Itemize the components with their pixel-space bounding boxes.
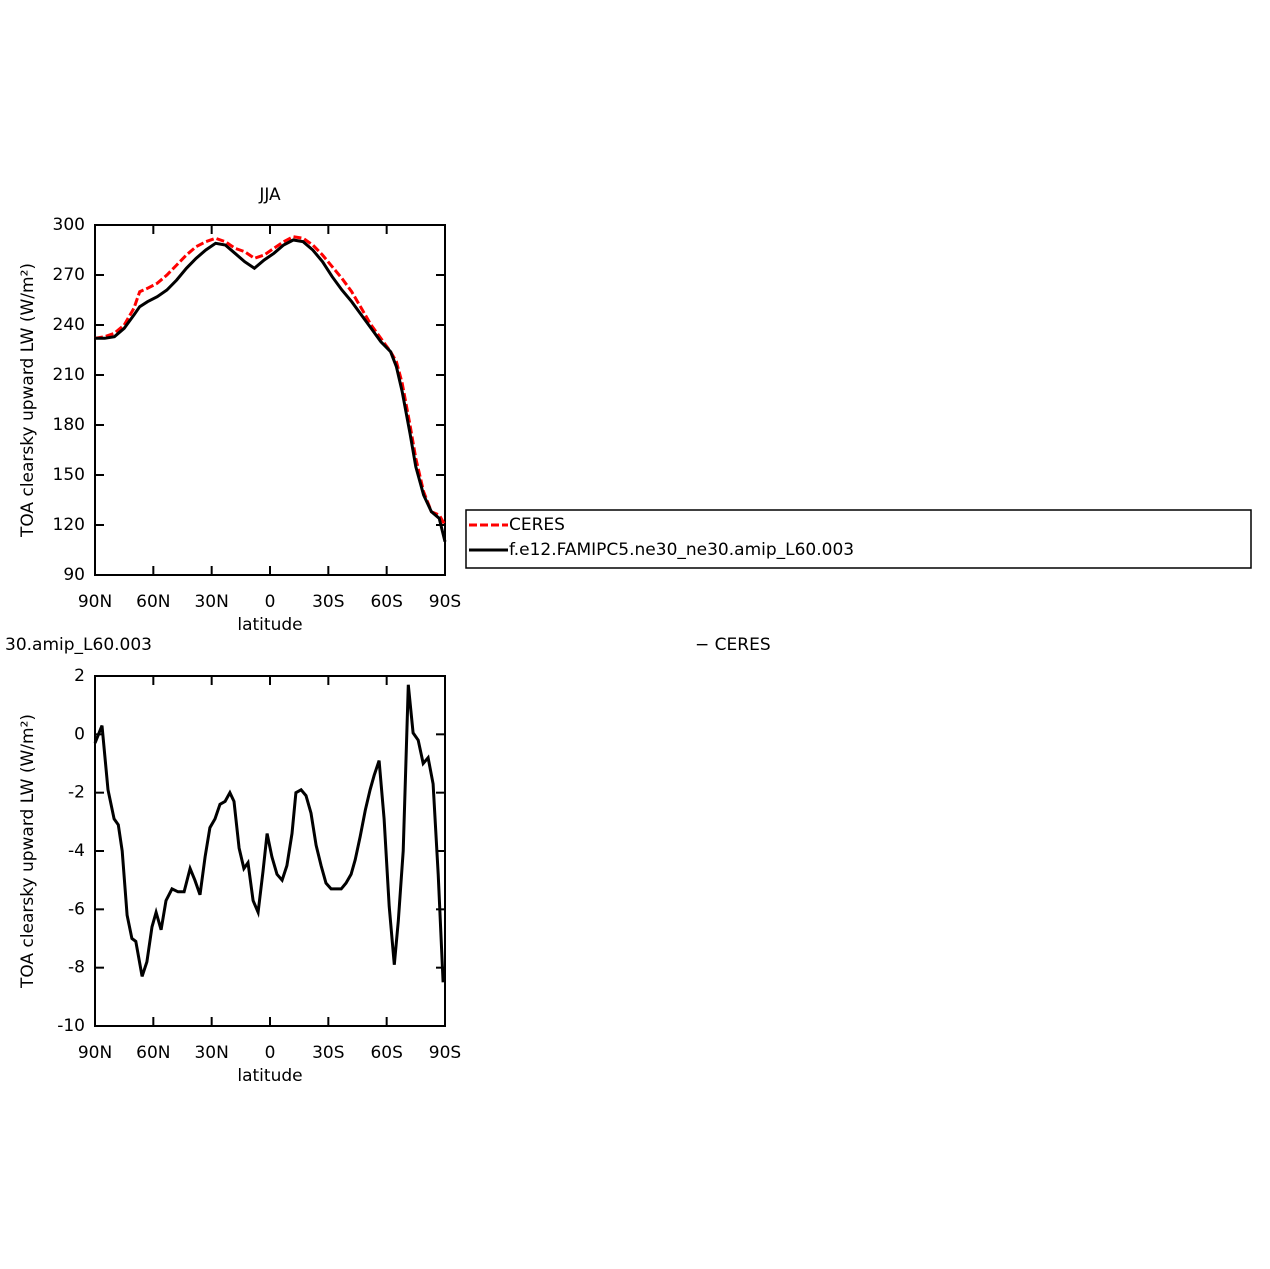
y-axis-label: TOA clearsky upward LW (W/m²) xyxy=(18,263,38,538)
x-tick-label: 60N xyxy=(136,1043,170,1063)
series-line xyxy=(94,235,447,526)
y-tick-label: 2 xyxy=(74,666,85,686)
y-tick-label: 120 xyxy=(53,515,85,535)
y-tick-label: 90 xyxy=(63,565,85,585)
y-tick-label: 210 xyxy=(53,365,85,385)
x-tick-label: 60S xyxy=(370,1043,402,1063)
x-tick-label: 90N xyxy=(78,1043,112,1063)
chart-title: JJA xyxy=(258,185,281,205)
x-tick-label: 0 xyxy=(265,1043,276,1063)
y-tick-label: -4 xyxy=(68,841,85,861)
x-tick-label: 30N xyxy=(194,592,228,612)
y-tick-label: -2 xyxy=(68,783,85,803)
y-axis-label: TOA clearsky upward LW (W/m²) xyxy=(18,714,38,989)
y-tick-label: -6 xyxy=(68,899,85,919)
x-tick-label: 60S xyxy=(370,592,402,612)
legend-label: f.e12.FAMIPC5.ne30_ne30.amip_L60.003 xyxy=(509,540,854,560)
series-line xyxy=(93,684,445,983)
y-tick-label: -8 xyxy=(68,958,85,978)
x-tick-label: 30S xyxy=(312,592,344,612)
x-tick-label: 30N xyxy=(194,1043,228,1063)
y-tick-label: 180 xyxy=(53,415,85,435)
x-tick-label: 60N xyxy=(136,592,170,612)
x-tick-label: 90N xyxy=(78,592,112,612)
y-tick-label: 300 xyxy=(53,215,85,235)
x-tick-label: 30S xyxy=(312,1043,344,1063)
legend-box xyxy=(465,509,1252,569)
y-tick-label: -10 xyxy=(57,1016,85,1036)
y-tick-label: 270 xyxy=(53,265,85,285)
plot-frame xyxy=(94,224,446,576)
chart-title: − CERES xyxy=(695,635,771,655)
y-tick-label: 150 xyxy=(53,465,85,485)
y-tick-label: 0 xyxy=(74,724,85,744)
x-tick-label: 0 xyxy=(265,592,276,612)
x-axis-label: latitude xyxy=(237,615,302,635)
x-tick-label: 90S xyxy=(429,1043,461,1063)
legend-label: CERES xyxy=(509,515,565,535)
x-axis-label: latitude xyxy=(237,1066,302,1086)
series-line xyxy=(95,238,447,543)
y-tick-label: 240 xyxy=(53,315,85,335)
chart-title: 30.amip_L60.003 xyxy=(5,635,152,655)
x-tick-label: 90S xyxy=(429,592,461,612)
